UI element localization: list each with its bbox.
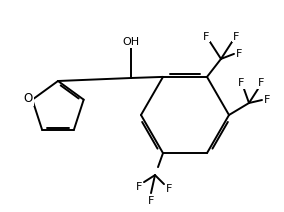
Text: F: F	[258, 78, 264, 88]
Text: F: F	[203, 32, 209, 42]
Text: O: O	[24, 92, 33, 105]
Text: F: F	[233, 32, 239, 42]
Text: F: F	[148, 196, 154, 206]
Text: F: F	[264, 95, 270, 105]
Text: F: F	[236, 49, 242, 59]
Text: F: F	[136, 182, 142, 192]
Text: F: F	[238, 78, 244, 88]
Text: F: F	[166, 184, 172, 194]
Text: OH: OH	[122, 37, 139, 47]
